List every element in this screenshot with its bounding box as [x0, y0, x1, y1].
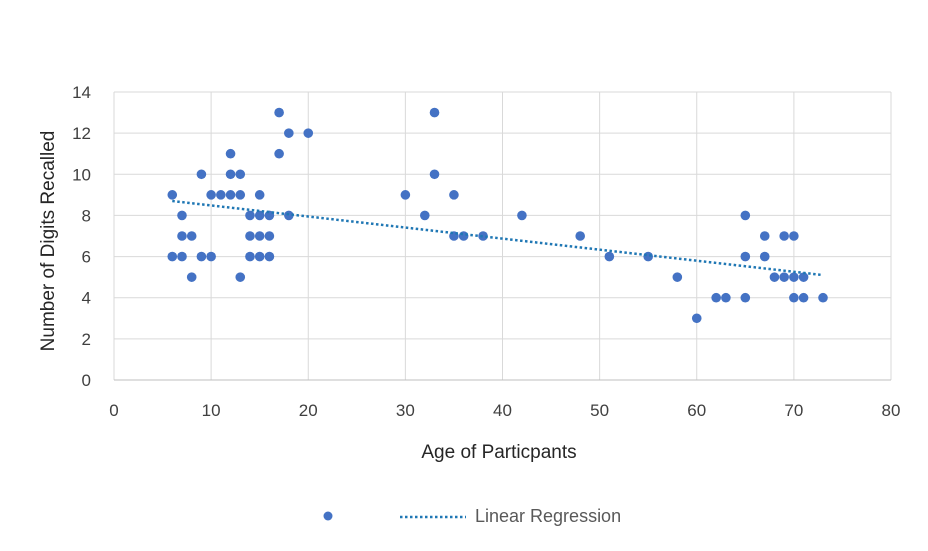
data-point	[177, 251, 187, 262]
x-tick-labels: 0 10 20 30 40 50 60 70 80	[109, 401, 900, 420]
data-point	[449, 190, 459, 200]
data-point	[274, 107, 284, 118]
data-point	[254, 251, 265, 262]
x-axis-title: Age of Particpants	[421, 442, 576, 463]
data-point	[420, 210, 430, 221]
x-tick-label: 80	[882, 401, 901, 420]
y-tick-label: 6	[82, 248, 91, 267]
data-point	[429, 107, 440, 118]
data-point	[177, 231, 187, 241]
data-point	[235, 169, 246, 180]
data-point	[798, 272, 809, 282]
data-point	[303, 128, 314, 138]
data-point	[196, 251, 207, 262]
data-point	[245, 251, 255, 262]
x-tick-label: 0	[109, 401, 118, 420]
data-point	[759, 231, 770, 241]
data-point	[429, 169, 440, 180]
data-points	[167, 107, 828, 324]
legend-label-linear-regression: Linear Regression	[475, 506, 621, 526]
data-point	[245, 231, 255, 241]
y-tick-label: 10	[72, 165, 91, 184]
data-point	[196, 169, 207, 180]
data-point	[740, 292, 751, 303]
y-tick-label: 0	[82, 371, 91, 390]
data-point	[264, 231, 275, 241]
y-tick-label: 2	[82, 330, 91, 349]
data-point	[216, 190, 226, 200]
data-point	[235, 190, 246, 200]
data-point	[818, 292, 828, 303]
y-tick-labels: 0 2 4 6 8 10 12 14	[72, 83, 91, 390]
data-point	[478, 231, 488, 241]
x-tick-label: 50	[590, 401, 609, 420]
y-tick-label: 12	[72, 124, 91, 143]
data-point	[186, 231, 197, 241]
data-point	[206, 190, 216, 200]
data-point	[177, 210, 187, 221]
data-point	[779, 231, 789, 241]
y-tick-label: 14	[72, 83, 91, 102]
data-point	[284, 128, 294, 138]
data-point	[245, 210, 255, 221]
y-tick-label: 4	[82, 289, 91, 308]
y-tick-label: 8	[82, 206, 91, 225]
x-tick-label: 60	[687, 401, 706, 420]
data-point	[206, 251, 216, 262]
data-point	[740, 251, 751, 262]
data-point	[517, 210, 527, 221]
data-point	[458, 231, 469, 241]
data-point	[254, 231, 265, 241]
data-point	[225, 190, 236, 200]
data-point	[779, 272, 789, 282]
data-point	[798, 292, 809, 303]
data-point	[721, 292, 731, 303]
data-point	[225, 169, 236, 180]
data-point	[400, 190, 411, 200]
grid-lines	[113, 91, 892, 380]
linear-regression-line	[172, 199, 824, 277]
data-point	[274, 148, 284, 159]
data-point	[789, 231, 799, 241]
data-point	[789, 292, 799, 303]
y-axis-title: Number of Digits Recalled	[38, 131, 59, 352]
x-tick-label: 30	[396, 401, 415, 420]
data-point	[740, 210, 751, 221]
x-tick-label: 40	[493, 401, 512, 420]
data-point	[167, 190, 178, 200]
legend-marker-points	[323, 511, 333, 521]
data-point	[759, 251, 770, 262]
data-point	[254, 210, 265, 221]
data-point	[575, 231, 585, 241]
data-point	[604, 251, 615, 262]
x-tick-label: 70	[784, 401, 803, 420]
legend: Linear Regression	[323, 506, 621, 526]
data-point	[254, 190, 265, 200]
data-point	[672, 272, 683, 282]
data-point	[691, 313, 702, 324]
data-point	[264, 251, 275, 262]
data-point	[789, 272, 799, 282]
data-point	[186, 272, 197, 282]
x-tick-label: 10	[202, 401, 221, 420]
x-tick-label: 20	[299, 401, 318, 420]
data-point	[711, 292, 721, 303]
data-point	[225, 148, 236, 159]
data-point	[235, 272, 246, 282]
data-point	[769, 272, 780, 282]
data-point	[167, 251, 178, 262]
